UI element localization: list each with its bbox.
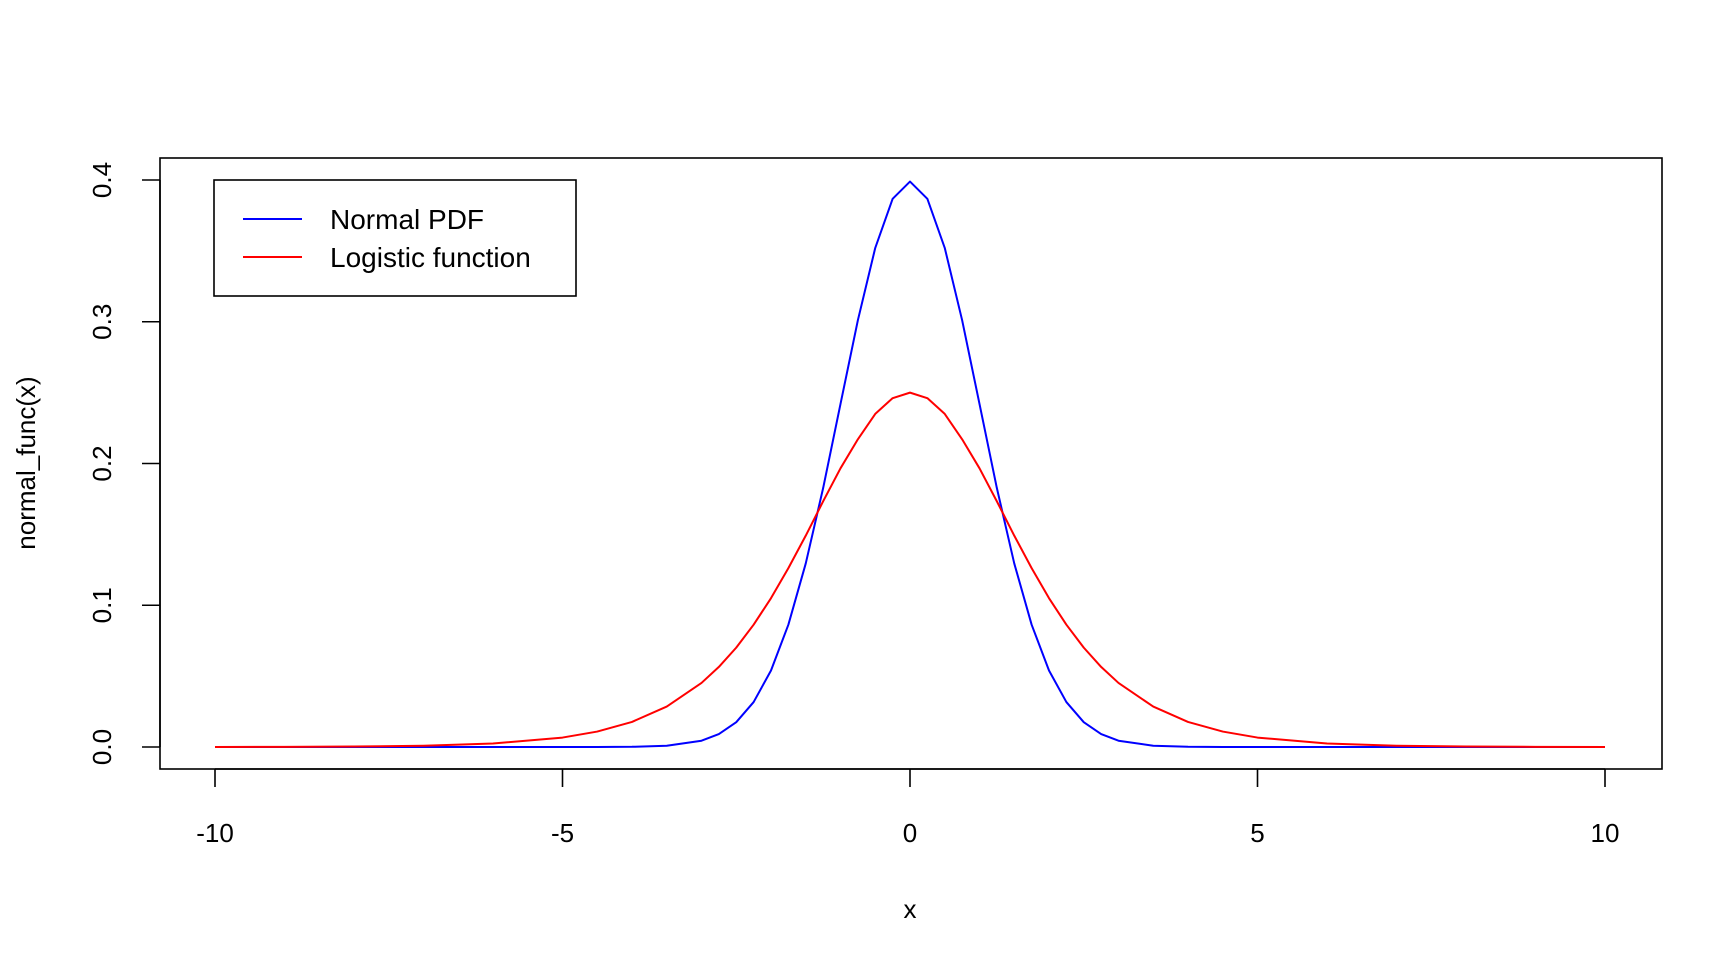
x-tick-label: 5 xyxy=(1250,818,1264,848)
y-axis-title: normal_func(x) xyxy=(11,376,41,549)
y-tick-label: 0.1 xyxy=(87,587,117,623)
series-line-logistic-function xyxy=(214,391,1606,748)
legend-label-logistic-function: Logistic function xyxy=(330,242,531,273)
y-tick-label: 0.2 xyxy=(87,445,117,481)
series-line-normal-pdf xyxy=(215,180,1605,748)
y-tick-label: 0.0 xyxy=(87,729,117,765)
series-layer xyxy=(214,180,1606,748)
legend-box xyxy=(213,179,577,297)
x-axis-title: x xyxy=(904,894,917,924)
x-tick-label: -5 xyxy=(551,818,574,848)
x-axis: -10 -5 0 5 10 xyxy=(196,768,1620,848)
x-tick-label: 10 xyxy=(1591,818,1620,848)
y-axis: 0.0 0.1 0.2 0.3 0.4 xyxy=(87,162,161,765)
legend: Normal PDF Logistic function xyxy=(213,179,577,297)
y-tick-label: 0.4 xyxy=(87,162,117,198)
x-tick-label: -10 xyxy=(196,818,234,848)
y-tick-label: 0.3 xyxy=(87,304,117,340)
x-tick-label: 0 xyxy=(903,818,917,848)
legend-label-normal-pdf: Normal PDF xyxy=(330,204,484,235)
